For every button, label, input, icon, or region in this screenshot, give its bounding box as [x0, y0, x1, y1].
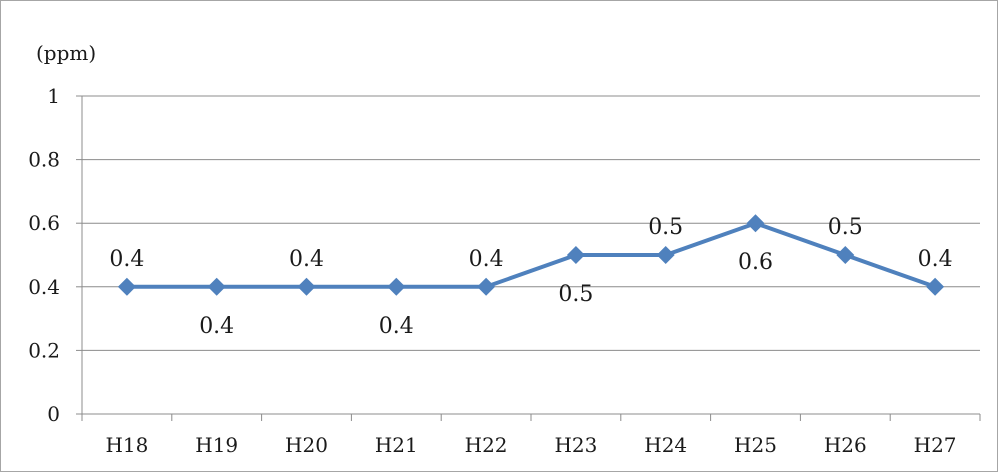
y-tick-label: 1: [47, 84, 60, 108]
y-tick-label: 0.4: [28, 275, 60, 299]
data-point-marker: [746, 214, 765, 233]
x-tick-label: H21: [375, 433, 418, 457]
x-tick-label: H25: [734, 433, 777, 457]
y-tick-label: 0: [47, 402, 60, 426]
data-label: 0.4: [379, 314, 414, 339]
data-point-marker: [387, 277, 406, 296]
data-labels: 0.4 0.4 0.4 0.4 0.4 0.5 0.5 0.6 0.5 0.4: [109, 215, 952, 339]
gridlines: [76, 95, 980, 415]
data-label: 0.4: [199, 314, 234, 339]
x-tick-label: H24: [644, 433, 687, 457]
x-axis: H18 H19 H20 H21 H22 H23 H24 H25 H26 H27: [81, 96, 981, 457]
data-point-marker: [566, 246, 585, 264]
data-point-marker: [207, 277, 226, 296]
data-label: 0.4: [918, 247, 953, 272]
y-unit-label: (ppm): [36, 41, 96, 65]
data-point-marker: [117, 277, 136, 296]
data-label: 0.4: [289, 247, 324, 272]
x-tick-label: H18: [105, 433, 148, 457]
data-point-marker: [297, 277, 316, 296]
y-tick-labels: 0 0.2 0.4 0.6 0.8 1: [28, 84, 60, 426]
data-label: 0.6: [738, 250, 773, 275]
data-label: 0.5: [558, 282, 593, 307]
x-tick-label: H19: [195, 433, 238, 457]
data-label: 0.5: [648, 215, 683, 240]
x-tick-label: H23: [554, 433, 597, 457]
data-point-marker: [836, 246, 855, 264]
data-label: 0.4: [109, 247, 144, 272]
data-label: 0.5: [828, 215, 863, 240]
y-tick-label: 0.8: [28, 148, 60, 172]
data-point-marker: [477, 277, 496, 296]
x-tick-label: H22: [465, 433, 508, 457]
series-line: [126, 221, 936, 289]
x-tick-label: H26: [824, 433, 867, 457]
x-tick-label: H27: [914, 433, 957, 457]
data-point-marker: [656, 246, 675, 264]
data-label: 0.4: [469, 247, 504, 272]
x-tick-label: H20: [285, 433, 328, 457]
data-point-marker: [926, 277, 945, 296]
y-tick-label: 0.6: [28, 211, 60, 235]
y-tick-label: 0.2: [28, 338, 60, 362]
series-group: [117, 214, 945, 296]
